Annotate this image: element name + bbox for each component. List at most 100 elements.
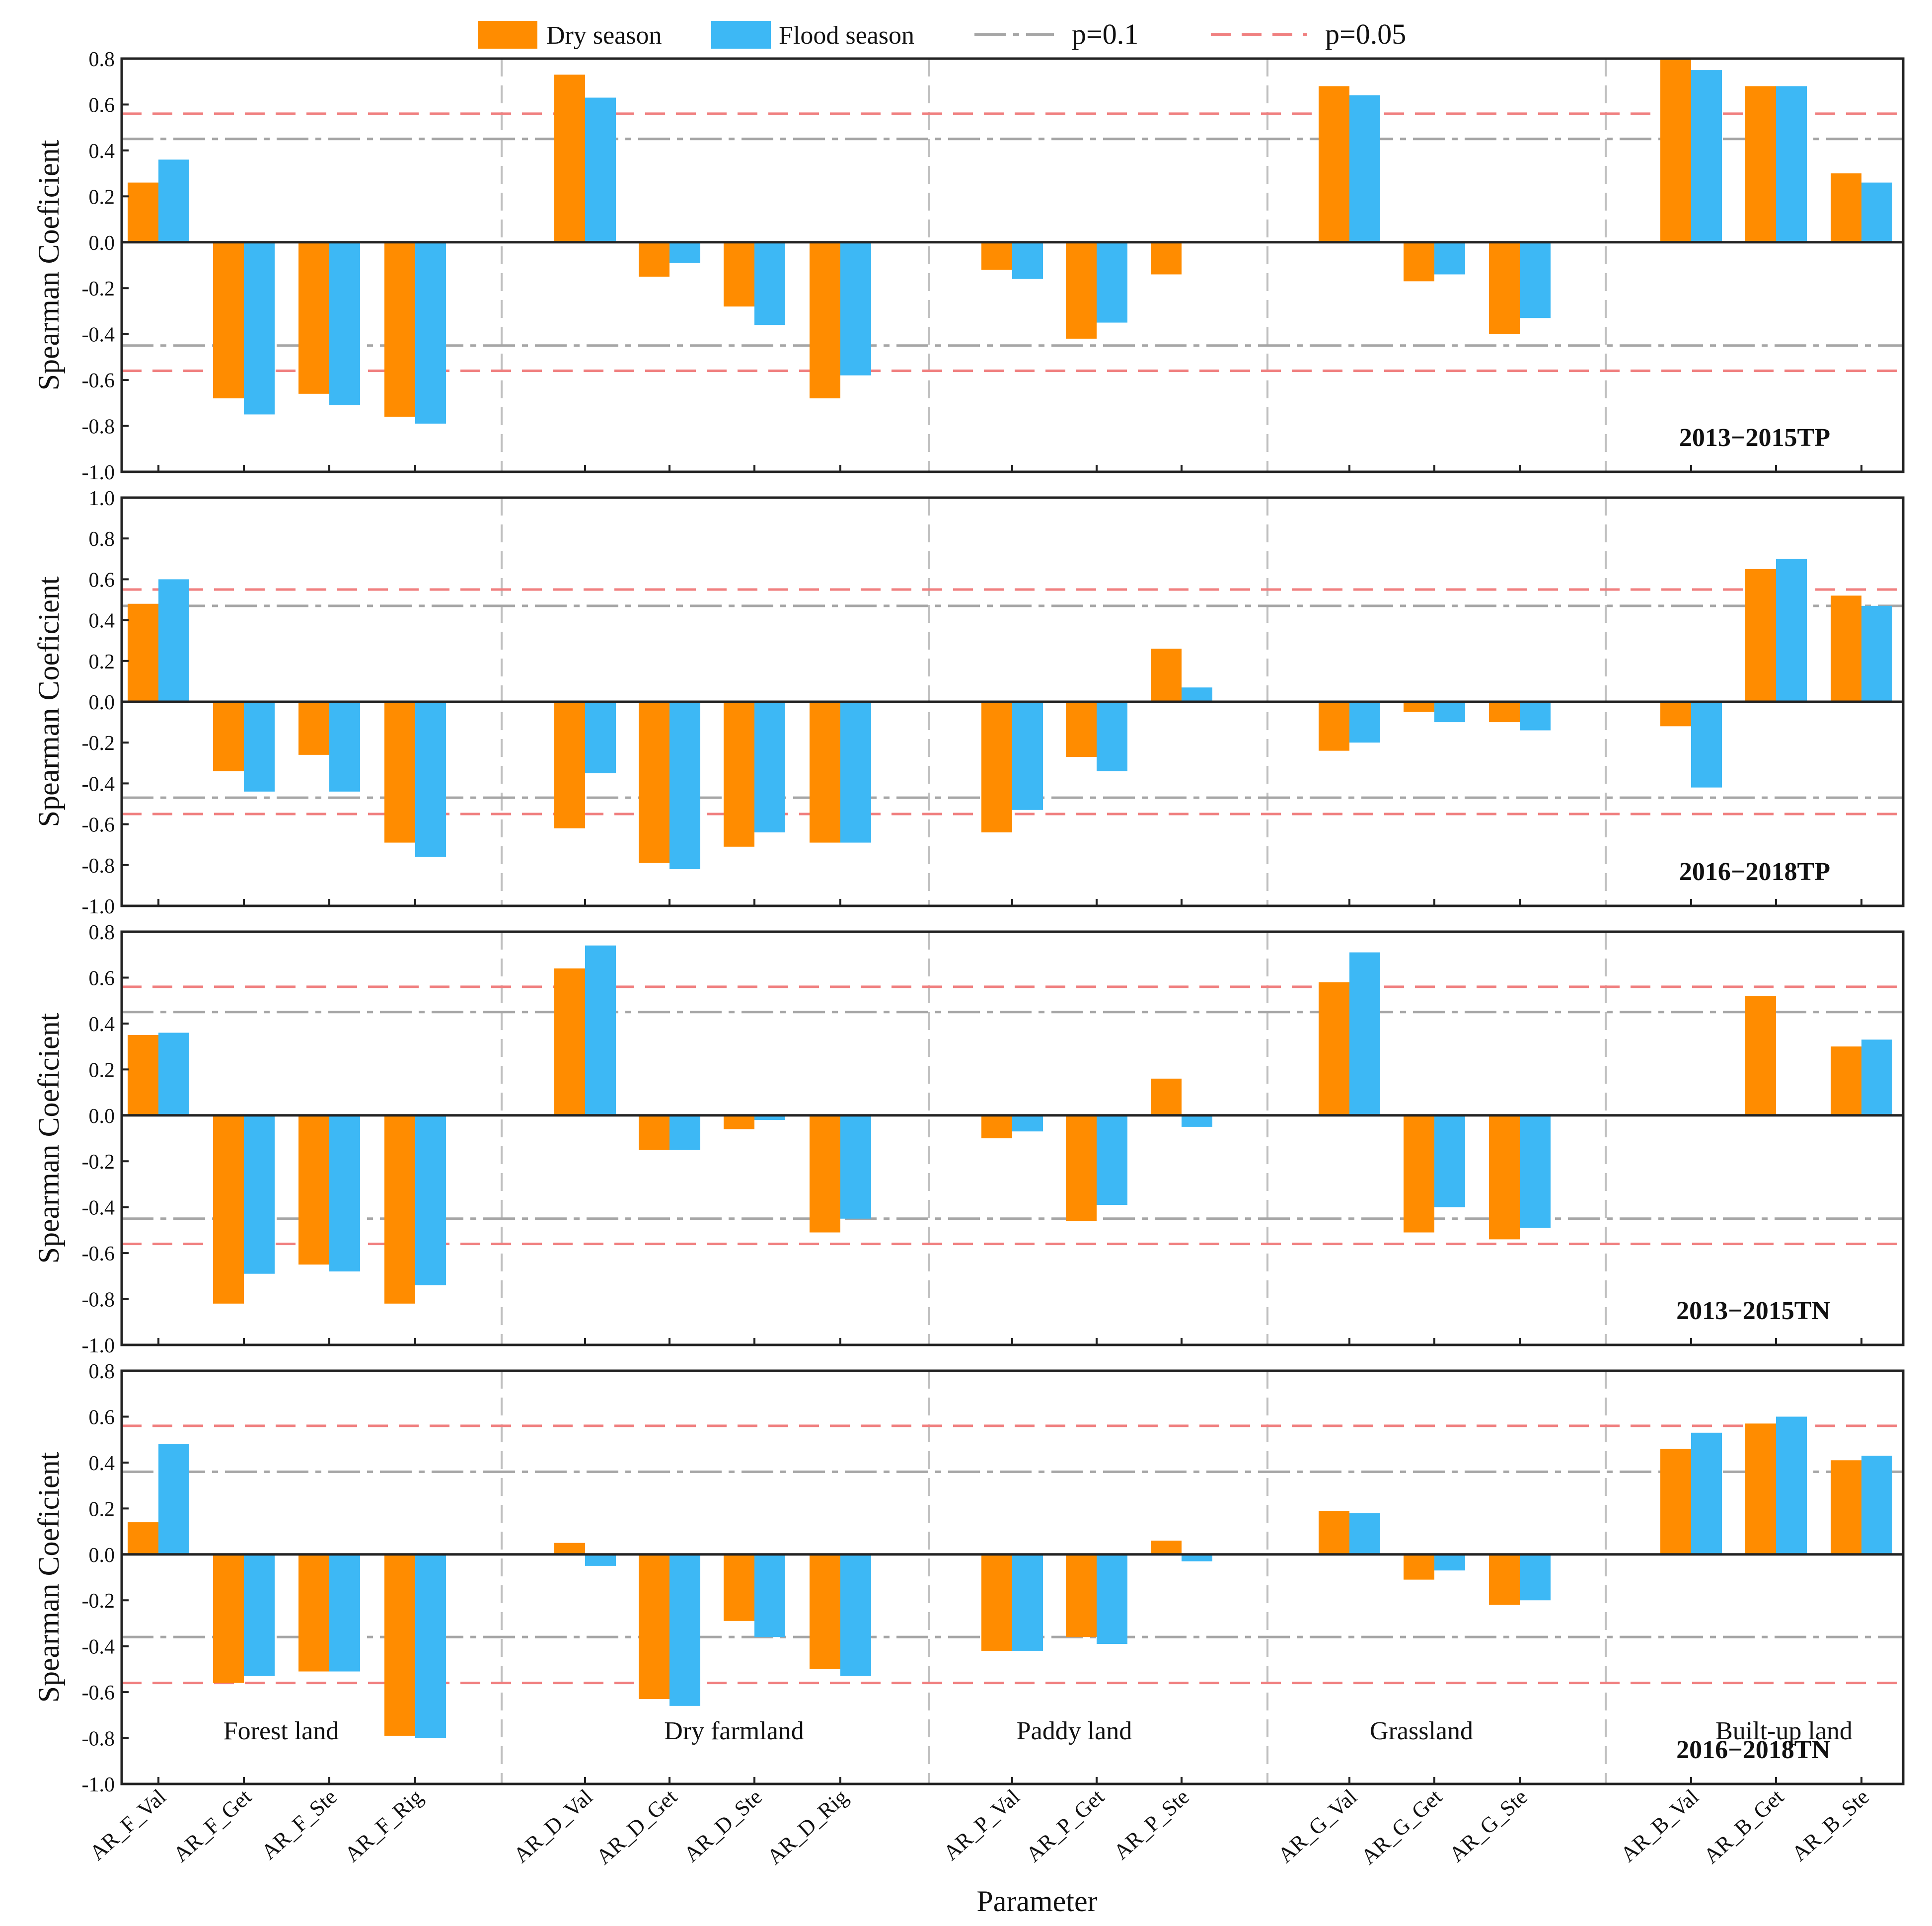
bar-dry-ar-d-ste xyxy=(724,1554,754,1621)
y-tick-label: 0.0 xyxy=(89,232,115,255)
bar-flood-ar-g-get xyxy=(1434,702,1465,723)
bar-flood-ar-g-ste xyxy=(1520,1554,1551,1601)
y-tick-label: 0.4 xyxy=(89,610,115,633)
y-tick-label: 0.8 xyxy=(89,921,115,944)
bar-dry-ar-d-rig xyxy=(810,1115,840,1233)
panel-frame xyxy=(120,496,1905,907)
bar-dry-ar-g-val xyxy=(1319,702,1349,751)
bar-flood-ar-p-ste xyxy=(1182,1554,1212,1561)
bar-flood-ar-p-get xyxy=(1097,242,1127,323)
bar-flood-ar-f-get xyxy=(244,1115,275,1274)
bar-dry-ar-g-get xyxy=(1404,702,1434,712)
bar-flood-ar-f-val xyxy=(158,159,189,242)
bar-dry-ar-f-rig xyxy=(384,1115,415,1304)
bar-dry-ar-f-ste xyxy=(298,242,329,394)
bar-flood-ar-d-ste xyxy=(754,1554,785,1637)
y-tick-label: -0.2 xyxy=(82,1151,115,1174)
bar-flood-ar-b-get xyxy=(1776,1416,1807,1555)
y-tick-label: 0.4 xyxy=(89,1013,115,1036)
bar-dry-ar-b-ste xyxy=(1831,1046,1861,1115)
panel-frame xyxy=(120,1369,1905,1785)
bar-dry-ar-f-get xyxy=(213,702,244,771)
bar-dry-ar-p-get xyxy=(1066,702,1097,757)
bar-dry-ar-g-ste xyxy=(1489,702,1520,723)
bar-flood-ar-d-val xyxy=(585,945,616,1115)
bar-flood-ar-f-val xyxy=(158,579,189,702)
bar-dry-ar-f-get xyxy=(213,242,244,399)
y-tick-label: 0.4 xyxy=(89,1452,115,1475)
y-tick-label: 0.6 xyxy=(89,967,115,990)
bar-dry-ar-f-val xyxy=(128,1035,158,1115)
y-tick-label: 0.2 xyxy=(89,1059,115,1082)
group-label-grassland: Grassland xyxy=(1370,1717,1473,1745)
bar-dry-ar-d-val xyxy=(554,968,585,1115)
bar-flood-ar-b-ste xyxy=(1861,1039,1892,1115)
bar-dry-ar-d-ste xyxy=(724,242,754,307)
bar-dry-ar-d-ste xyxy=(724,702,754,847)
y-tick-label: -0.8 xyxy=(82,1728,115,1751)
y-tick-label: 0.2 xyxy=(89,186,115,209)
bar-flood-ar-d-ste xyxy=(754,702,785,833)
y-tick-label: -0.4 xyxy=(82,324,115,347)
bar-flood-ar-f-val xyxy=(158,1033,189,1115)
bar-flood-ar-g-val xyxy=(1349,952,1380,1115)
legend-swatch-flood xyxy=(711,21,771,49)
bar-dry-ar-p-ste xyxy=(1151,649,1182,702)
y-tick-label: 0.2 xyxy=(89,651,115,673)
y-axis-title: Spearman Coeficient xyxy=(32,1452,65,1703)
y-tick-label: -1.0 xyxy=(82,1334,115,1357)
bar-flood-ar-d-rig xyxy=(840,1115,871,1219)
bar-dry-ar-f-val xyxy=(128,182,158,242)
panel-label: 2016−2018TN xyxy=(1676,1736,1830,1764)
bar-flood-ar-b-val xyxy=(1691,702,1722,788)
bar-flood-ar-b-get xyxy=(1776,86,1807,242)
y-tick-label: -0.8 xyxy=(82,1289,115,1312)
group-label-forest-land: Forest land xyxy=(223,1717,339,1745)
bar-dry-ar-d-rig xyxy=(810,1554,840,1669)
bar-flood-ar-f-rig xyxy=(415,1554,446,1738)
y-tick-label: 0.6 xyxy=(89,94,115,117)
bar-flood-ar-d-rig xyxy=(840,702,871,843)
bar-dry-ar-g-val xyxy=(1319,86,1349,242)
y-tick-label: -1.0 xyxy=(82,1774,115,1796)
x-tick-label-ar-p-ste: AR_P_Ste xyxy=(1109,1784,1194,1864)
bar-flood-ar-g-ste xyxy=(1520,1115,1551,1228)
bar-dry-ar-p-get xyxy=(1066,1115,1097,1221)
bar-flood-ar-d-get xyxy=(669,1554,700,1706)
bar-flood-ar-g-get xyxy=(1434,1554,1465,1571)
bar-dry-ar-f-ste xyxy=(298,1554,329,1672)
x-tick-label-ar-d-get: AR_D_Get xyxy=(592,1784,682,1869)
y-tick-label: 0.8 xyxy=(89,48,115,71)
bar-dry-ar-f-ste xyxy=(298,702,329,755)
bar-flood-ar-p-val xyxy=(1012,242,1043,279)
bar-flood-ar-d-val xyxy=(585,1554,616,1566)
bar-flood-ar-p-ste xyxy=(1182,687,1212,702)
bar-flood-ar-d-val xyxy=(585,702,616,773)
bar-dry-ar-p-ste xyxy=(1151,242,1182,275)
bar-dry-ar-g-get xyxy=(1404,1554,1434,1580)
x-tick-label-ar-f-val: AR_F_Val xyxy=(85,1784,171,1865)
bar-dry-ar-b-get xyxy=(1745,1423,1776,1555)
x-tick-label-ar-f-get: AR_F_Get xyxy=(168,1784,256,1867)
x-tick-label-ar-f-rig: AR_F_Rig xyxy=(340,1784,427,1867)
bar-flood-ar-f-rig xyxy=(415,242,446,424)
bar-dry-ar-b-val xyxy=(1660,59,1691,242)
bar-flood-ar-d-get xyxy=(669,242,700,263)
legend-label-flood: Flood season xyxy=(779,21,914,50)
bar-flood-ar-p-get xyxy=(1097,702,1127,771)
bar-flood-ar-d-rig xyxy=(840,242,871,375)
bar-dry-ar-p-val xyxy=(981,702,1012,833)
bar-flood-ar-f-get xyxy=(244,702,275,792)
y-tick-label: -0.2 xyxy=(82,278,115,300)
y-tick-label: 0.8 xyxy=(89,1360,115,1383)
y-tick-label: 0.4 xyxy=(89,140,115,163)
y-tick-label: -0.6 xyxy=(82,370,115,392)
bar-dry-ar-f-rig xyxy=(384,702,415,843)
x-tick-label-ar-g-val: AR_G_Val xyxy=(1273,1784,1362,1867)
bar-dry-ar-g-ste xyxy=(1489,242,1520,334)
bar-dry-ar-d-get xyxy=(639,702,669,863)
bar-flood-ar-b-val xyxy=(1691,1432,1722,1555)
bar-flood-ar-p-get xyxy=(1097,1115,1127,1205)
